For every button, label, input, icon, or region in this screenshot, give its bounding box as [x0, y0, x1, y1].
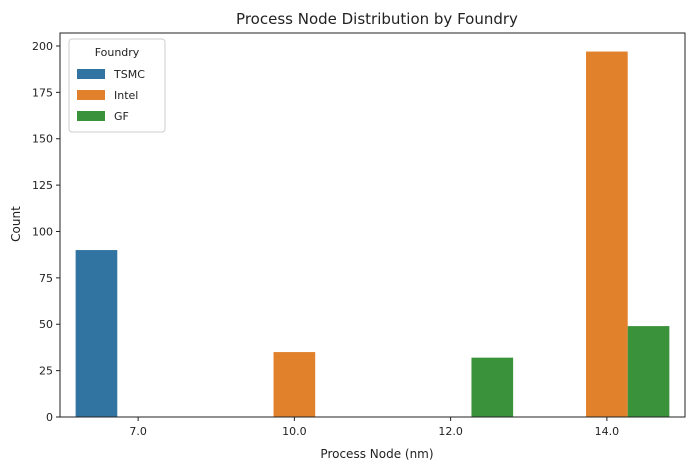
plot-area: 0 25 50 75 100 125 150 175 200 7.0 10.0 12.0 14.0 [32, 32, 686, 438]
y-tick-label: 25 [39, 365, 53, 378]
x-tick-label: 7.0 [129, 425, 147, 438]
legend-label-gf: GF [114, 110, 129, 123]
x-axis-label: Process Node (nm) [320, 447, 433, 461]
legend-label-intel: Intel [114, 89, 138, 102]
bar-gf-12.0 [471, 357, 514, 417]
legend-box [68, 38, 166, 133]
y-tick-label: 0 [46, 411, 53, 424]
y-tick-label: 200 [32, 40, 53, 53]
chart-title: Process Node Distribution by Foundry [236, 10, 518, 28]
y-tick-label: 175 [32, 86, 53, 99]
y-tick-label: 50 [39, 318, 53, 331]
bar-tsmc-7.0 [75, 250, 118, 417]
y-tick-label: 75 [39, 272, 53, 285]
legend-swatch-tsmc [77, 69, 105, 79]
x-tick-label: 12.0 [438, 425, 463, 438]
y-tick-label: 100 [32, 225, 53, 238]
bar-intel-10.0 [273, 352, 316, 417]
axes-frame [59, 32, 686, 418]
x-tick-label: 14.0 [595, 425, 620, 438]
y-tick-label: 125 [32, 179, 53, 192]
legend-swatch-intel [77, 90, 105, 100]
legend-swatch-gf [77, 111, 105, 121]
legend: Foundry TSMC Intel GF [68, 38, 166, 133]
y-tick-label: 150 [32, 133, 53, 146]
legend-label-tsmc: TSMC [113, 68, 145, 81]
bar-intel-14.0 [586, 51, 628, 418]
y-axis-label: Count [9, 206, 23, 242]
x-tick-label: 10.0 [282, 425, 307, 438]
legend-title: Foundry [95, 46, 140, 59]
bar-gf-14.0 [627, 326, 670, 417]
